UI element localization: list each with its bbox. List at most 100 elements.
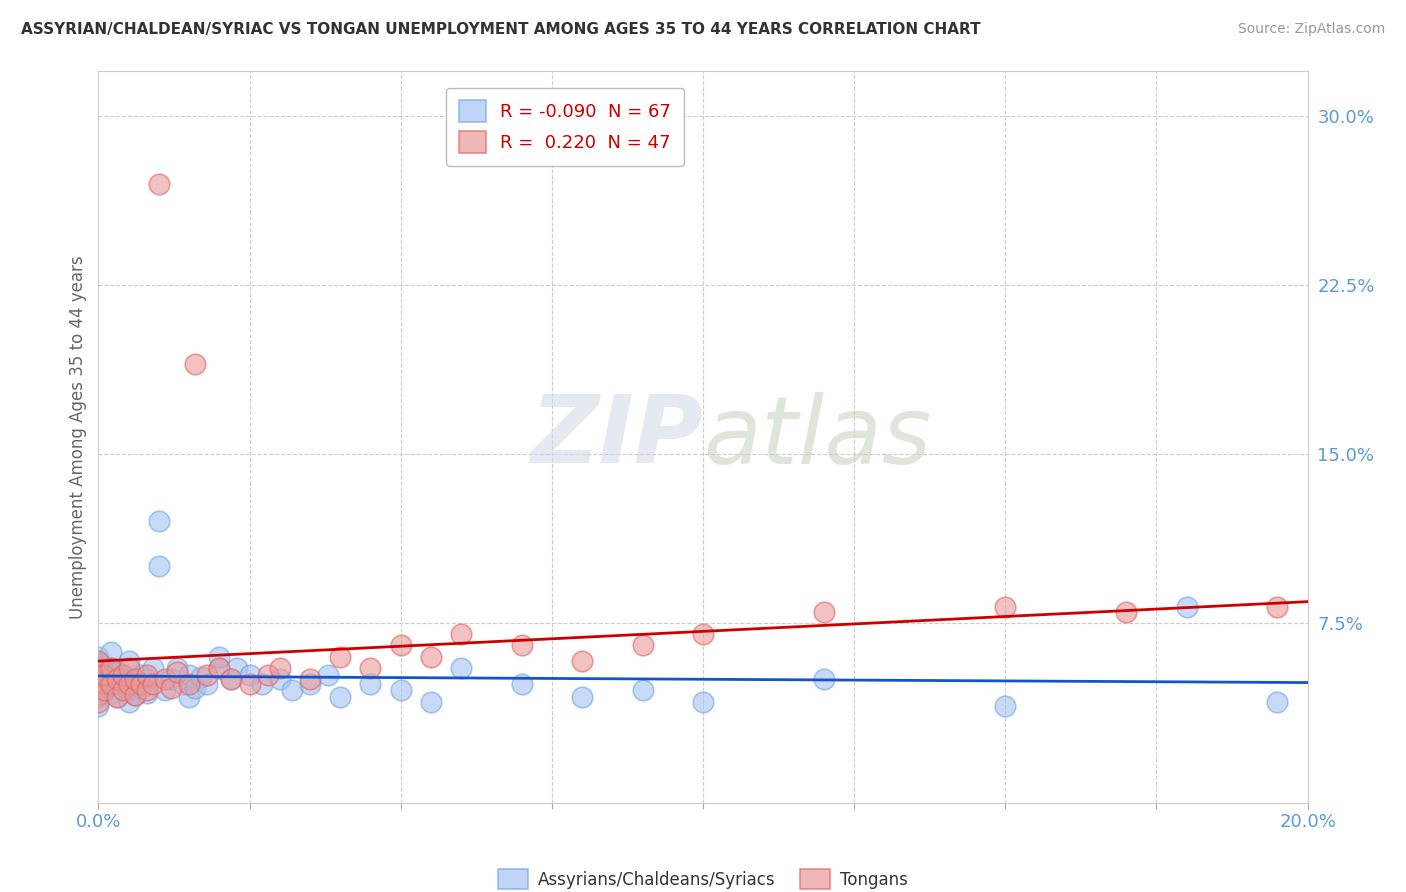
Point [148,559,170,574]
Point [239,676,262,690]
Point [105,676,128,690]
Point [93,670,115,684]
Point [87,690,110,704]
Point [195,667,218,681]
Point [571,690,593,704]
Point [172,676,194,690]
Point [299,672,322,686]
Point [124,672,146,686]
Point [329,649,352,664]
Point [135,683,157,698]
Point [93,681,115,695]
Point [135,667,157,681]
Point [100,676,122,690]
Point [179,690,201,704]
Point [269,661,291,675]
Point [105,690,128,704]
Point [118,676,141,690]
Point [111,667,134,681]
Point [87,688,110,702]
Point [118,694,141,708]
Point [142,661,165,675]
Point [87,694,110,708]
Point [208,661,231,675]
Point [631,683,654,698]
Point [813,672,835,686]
Point [360,661,382,675]
Point [166,665,188,680]
Point [208,649,231,664]
Point [87,654,110,668]
Point [299,676,322,690]
Point [87,676,110,690]
Point [994,699,1017,714]
Point [142,676,165,690]
Point [692,694,714,708]
Point [87,688,110,702]
Point [105,690,128,704]
Point [420,694,443,708]
Point [389,638,412,652]
Point [256,667,278,681]
Point [87,699,110,714]
Legend: Assyrians/Chaldeans/Syriacs, Tongans: Assyrians/Chaldeans/Syriacs, Tongans [491,863,915,892]
Point [87,657,110,671]
Point [135,685,157,699]
Point [93,667,115,681]
Point [87,667,110,681]
Point [118,654,141,668]
Point [160,681,183,695]
Point [87,683,110,698]
Point [93,658,115,673]
Point [316,667,339,681]
Point [153,683,176,698]
Point [226,661,249,675]
Point [195,676,218,690]
Point [105,672,128,686]
Point [1115,605,1137,619]
Point [118,672,141,686]
Point [510,676,533,690]
Point [631,638,654,652]
Point [111,679,134,693]
Point [118,683,141,698]
Point [184,681,207,695]
Point [813,605,835,619]
Point [450,627,472,641]
Point [87,649,110,664]
Point [1267,694,1289,708]
Point [269,672,291,686]
Text: Source: ZipAtlas.com: Source: ZipAtlas.com [1237,22,1385,37]
Point [221,672,243,686]
Point [148,177,170,191]
Point [87,667,110,681]
Point [510,638,533,652]
Point [250,676,273,690]
Point [360,676,382,690]
Point [208,661,231,675]
Point [129,676,152,690]
Point [184,357,207,371]
Point [124,674,146,689]
Point [179,667,201,681]
Point [100,661,122,675]
Point [166,661,188,675]
Y-axis label: Unemployment Among Ages 35 to 44 years: Unemployment Among Ages 35 to 44 years [69,255,87,619]
Point [118,661,141,675]
Point [100,672,122,686]
Point [105,665,128,680]
Point [129,667,152,681]
Point [160,672,183,686]
Point [420,649,443,664]
Point [994,599,1017,614]
Text: ZIP: ZIP [530,391,703,483]
Point [87,676,110,690]
Point [111,667,134,681]
Point [692,627,714,641]
Point [148,515,170,529]
Point [179,676,201,690]
Point [1175,599,1198,614]
Point [1267,599,1289,614]
Point [100,645,122,659]
Point [389,683,412,698]
